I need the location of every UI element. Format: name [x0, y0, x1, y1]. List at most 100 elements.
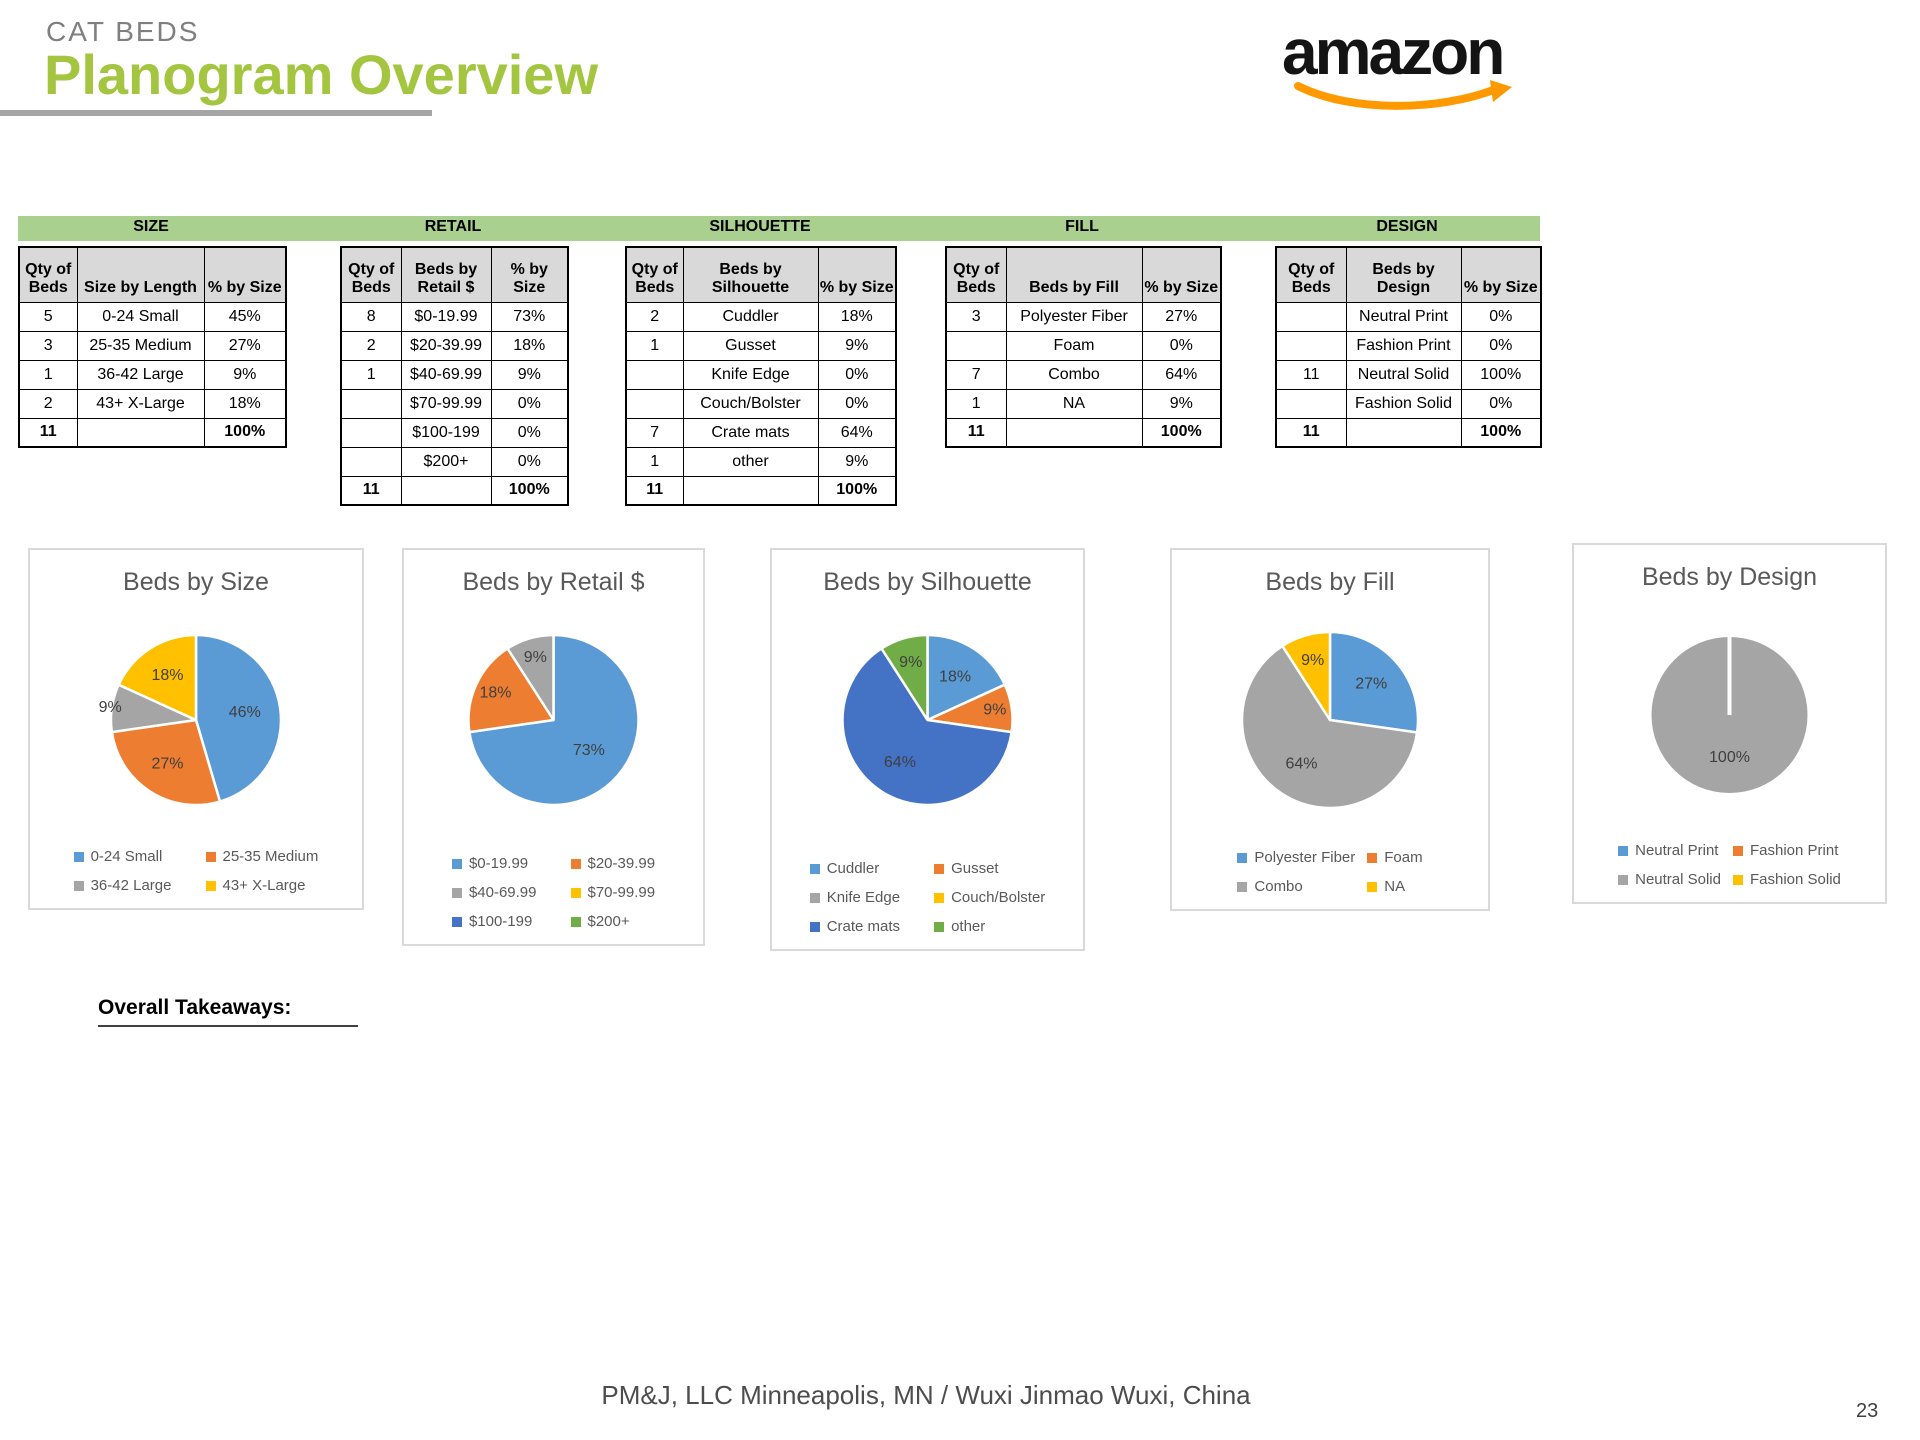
- band-label-silhouette: SILHOUETTE: [709, 218, 811, 235]
- table-cell: 7: [625, 417, 684, 448]
- table-row: Fashion Solid 0%: [1275, 388, 1542, 419]
- table-cell: Couch/Bolster: [682, 388, 819, 419]
- pie-beds-by-fill: 27% 64% 9%: [1172, 605, 1488, 840]
- total-row: 11 100%: [1275, 417, 1542, 448]
- legend-swatch-icon: [934, 863, 945, 874]
- pie-beds-by-silhouette: 18% 9% 64% 9%: [772, 605, 1083, 840]
- table-row: 1 Gusset 9%: [625, 330, 897, 361]
- table-cell: 1: [340, 359, 402, 390]
- legend-label: $20-39.99: [587, 855, 656, 872]
- table-cell: 9%: [203, 359, 287, 390]
- pie-slice-label: 18%: [479, 685, 511, 702]
- table-cell: 2: [625, 301, 684, 332]
- pie-slice-label: 18%: [939, 668, 971, 685]
- table-cell: [945, 330, 1007, 361]
- table-row: 2 Cuddler 18%: [625, 301, 897, 332]
- table-cell: Fashion Solid: [1345, 388, 1462, 419]
- table-cell: [340, 388, 402, 419]
- legend-label: Knife Edge: [826, 889, 901, 906]
- legend-swatch-icon: [1237, 881, 1248, 892]
- legend-item: $100-199: [451, 913, 537, 930]
- table-cell: [340, 417, 402, 448]
- legend-swatch-icon: [809, 921, 820, 932]
- table-cell: Cuddler: [682, 301, 819, 332]
- fill-table: Qty of Beds Beds by Fill% by Size 3 Polyest…: [945, 246, 1222, 448]
- chart-beds-by-size: Beds by Size 46% 27% 9% 18% 0-24 Small 25-35…: [28, 548, 364, 910]
- pie-slice: [926, 633, 1007, 722]
- table-cell: 1: [625, 330, 684, 361]
- pie-slice-label: 46%: [229, 704, 261, 721]
- table-row: 3 25-35 Medium 27%: [18, 330, 287, 361]
- chart-title: Beds by Design: [1641, 563, 1818, 591]
- table-cell: other: [682, 446, 819, 477]
- legend-item: $70-99.99: [570, 884, 655, 901]
- table-cell: [1005, 417, 1143, 448]
- amazon-wordmark: amazon: [1282, 16, 1505, 88]
- table-cell: 2: [340, 330, 402, 361]
- total-row: 11 100%: [945, 417, 1222, 448]
- title-underline-rule: [0, 110, 432, 116]
- pie-slice: [1240, 644, 1419, 810]
- table-row: 11 Neutral Solid 100%: [1275, 359, 1542, 390]
- pie-slice-label: 9%: [99, 699, 122, 716]
- table-row: 1 $40-69.99 9%: [340, 359, 569, 390]
- table-cell: [340, 446, 402, 477]
- table-cell: 100%: [1460, 359, 1542, 390]
- pie-slice-label: 27%: [151, 756, 183, 773]
- pie-slice: [506, 633, 555, 722]
- legend-label: 36-42 Large: [90, 877, 172, 894]
- table-cell: $70-99.99: [400, 388, 492, 419]
- legend-swatch-icon: [1367, 881, 1378, 892]
- column-header: Qty of Beds: [625, 246, 684, 303]
- pie-chart-svg: 18% 9% 64% 9%: [841, 633, 1014, 807]
- legend-swatch-icon: [1733, 874, 1743, 885]
- table-row: 1 36-42 Large 9%: [18, 359, 287, 390]
- table-header-row: Qty of Beds Beds by Retail $% by Size: [340, 246, 569, 303]
- table-cell: 0%: [817, 388, 897, 419]
- legend-label: $40-69.99: [468, 884, 537, 901]
- table-cell: 11: [1275, 359, 1347, 390]
- legend-swatch-icon: [1733, 845, 1743, 856]
- retail-table: Qty of Beds Beds by Retail $% by Size 8 $0-…: [340, 246, 569, 506]
- size-table: Qty of Beds Size by Length% by Size 5 0-24 …: [18, 246, 287, 448]
- legend-swatch-icon: [1618, 874, 1629, 885]
- table-cell: 8: [340, 301, 402, 332]
- column-header: Qty of Beds: [340, 246, 402, 303]
- pie-beds-by-size: 46% 27% 9% 18%: [30, 605, 362, 840]
- pie-slice-label: 73%: [573, 742, 605, 759]
- legend-swatch-icon: [934, 921, 945, 932]
- pie-slice-label: 9%: [899, 654, 922, 671]
- table-cell: $100-199: [400, 417, 492, 448]
- table-row: 2 43+ X-Large 18%: [18, 388, 287, 419]
- table-header-row: Qty of Beds Beds by Design% by Size: [1275, 246, 1542, 303]
- legend-item: $0-19.99: [451, 855, 537, 872]
- table-row: Knife Edge 0%: [625, 359, 897, 390]
- amazon-smile-arrow-icon: [1294, 80, 1512, 110]
- table-cell: $20-39.99: [400, 330, 492, 361]
- column-header: Beds by Design: [1345, 246, 1462, 303]
- legend-swatch-icon: [73, 880, 84, 891]
- legend-swatch-icon: [1237, 852, 1248, 863]
- table-cell: 0%: [490, 417, 569, 448]
- table-row: Fashion Print 0%: [1275, 330, 1542, 361]
- legend-swatch-icon: [1367, 852, 1378, 863]
- legend-item: Neutral Solid: [1618, 871, 1721, 888]
- table-row: 7 Combo 64%: [945, 359, 1222, 390]
- chart-title: Beds by Fill: [1265, 568, 1395, 596]
- chart-title: Beds by Size: [123, 568, 269, 596]
- table-cell: 0%: [1460, 388, 1542, 419]
- legend-item: Foam: [1367, 849, 1423, 866]
- legend-label: $0-19.99: [468, 855, 529, 872]
- table-row: 5 0-24 Small 45%: [18, 301, 287, 332]
- legend-item: Polyester Fiber: [1237, 849, 1355, 866]
- table-row: Neutral Print 0%: [1275, 301, 1542, 332]
- pie-slice-label: 9%: [983, 702, 1006, 719]
- legend-swatch-icon: [809, 892, 820, 903]
- table-row: $70-99.99 0%: [340, 388, 569, 419]
- table-cell: 9%: [817, 446, 897, 477]
- legend-item: Neutral Print: [1618, 842, 1721, 859]
- pie-slice-label: 64%: [884, 754, 916, 771]
- table-cell: 64%: [817, 417, 897, 448]
- table-cell: 100%: [490, 475, 569, 506]
- table-cell: $200+: [400, 446, 492, 477]
